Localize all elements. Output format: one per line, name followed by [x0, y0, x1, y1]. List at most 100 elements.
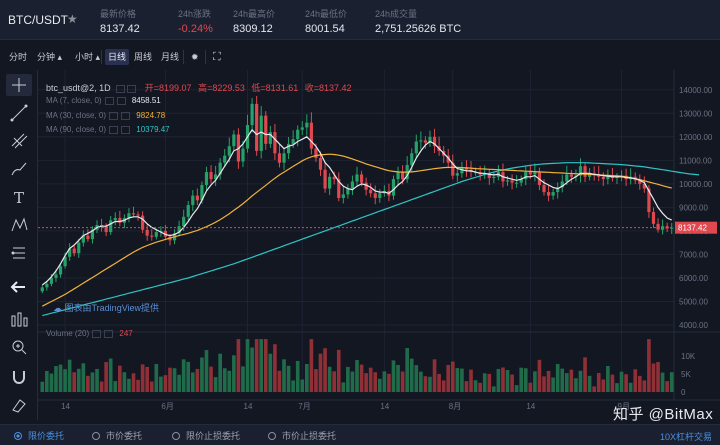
- volume-bar: [482, 373, 487, 392]
- volume-bar: [373, 372, 378, 392]
- volume-bar: [542, 376, 546, 392]
- stat-volume: 24h成交量 2,751.25626 BTC: [375, 9, 462, 35]
- volume-bar: [510, 374, 514, 392]
- back-arrow-icon[interactable]: [6, 276, 32, 298]
- volume-bar: [72, 372, 77, 392]
- candle-body: [90, 229, 95, 240]
- star-icon[interactable]: ★: [67, 12, 78, 26]
- volume-bar: [172, 368, 177, 392]
- tab-stop-market-order[interactable]: 市价止损委托: [268, 429, 336, 442]
- x-tick-label: 14: [526, 402, 535, 411]
- volume-bar: [40, 381, 45, 392]
- tradingview-credit[interactable]: ☁ 图表由TradingView提供: [53, 303, 160, 313]
- volume-bar: [419, 371, 423, 392]
- ma90-line: [42, 162, 700, 317]
- volume-bar: [213, 377, 218, 392]
- measure-icon[interactable]: [6, 242, 32, 264]
- candle-body: [54, 274, 58, 278]
- pair-title[interactable]: BTC/USDT: [8, 13, 68, 27]
- leverage-link[interactable]: 10X杠杆交易: [659, 432, 712, 442]
- candle-body: [309, 122, 313, 149]
- price-chart[interactable]: 14000.00 13000.00 12000.00 11000.00 10000.00…: [38, 70, 720, 423]
- candle-body: [578, 166, 583, 176]
- pattern-icon[interactable]: [6, 214, 32, 236]
- volume-bar: [350, 371, 355, 392]
- volume-bar: [250, 347, 254, 392]
- volume-bar: [54, 366, 58, 392]
- candle-body: [364, 182, 368, 190]
- gear-icon[interactable]: ✹: [191, 52, 199, 62]
- candle-body: [510, 180, 514, 183]
- volume-bar: [227, 370, 232, 392]
- candle-body: [524, 172, 528, 180]
- volume-bar: [336, 349, 341, 392]
- x-tick-label: 8月: [449, 402, 461, 411]
- volume-bar: [300, 379, 305, 392]
- price-tick-label: 4000.00: [679, 321, 708, 330]
- volume-bar: [122, 372, 127, 392]
- volume-bar: [99, 381, 104, 392]
- volume-bar: [314, 369, 318, 392]
- interval-timeline[interactable]: 分时: [9, 52, 28, 62]
- candle-body: [200, 185, 204, 201]
- candlestick-chart[interactable]: 14000.00 13000.00 12000.00 11000.00 10000.00…: [38, 70, 720, 420]
- candle-body: [378, 193, 382, 198]
- stat-low: 24h最低价 8001.54: [305, 9, 348, 35]
- fullscreen-icon[interactable]: ⛶: [213, 51, 221, 63]
- interval-month[interactable]: 月线: [161, 52, 180, 62]
- volume-bar: [528, 382, 533, 392]
- volume-bar: [90, 372, 95, 392]
- volume-bar: [263, 339, 268, 392]
- tab-stop-limit-order[interactable]: 限价止损委托: [172, 429, 240, 442]
- volume-bar: [619, 371, 624, 392]
- volume-bar: [501, 367, 505, 392]
- trend-line-icon[interactable]: [6, 102, 32, 124]
- candle-body: [446, 155, 450, 163]
- eraser-icon[interactable]: [6, 394, 32, 416]
- volume-bar: [633, 369, 638, 392]
- indicator-icon[interactable]: [6, 308, 32, 330]
- brush-icon[interactable]: [6, 158, 32, 180]
- interval-hour[interactable]: 小时 ▴: [75, 52, 101, 62]
- tab-limit-order[interactable]: 限价委托: [14, 429, 64, 442]
- candle-body: [49, 277, 53, 284]
- volume-bar: [423, 376, 428, 392]
- fib-icon[interactable]: [6, 130, 32, 152]
- interval-minute[interactable]: 分钟 ▴: [37, 52, 63, 62]
- tab-market-order[interactable]: 市价委托: [92, 429, 142, 442]
- candle-body: [259, 115, 263, 151]
- text-icon[interactable]: T: [6, 186, 32, 208]
- volume-bar: [273, 344, 277, 392]
- candle-body: [45, 283, 49, 288]
- candle-body: [588, 173, 592, 177]
- candle-body: [218, 162, 222, 175]
- candle-body: [346, 188, 350, 195]
- candle-body: [464, 167, 469, 170]
- candle-body: [533, 172, 537, 175]
- volume-bar: [651, 363, 656, 392]
- volume-bar: [177, 374, 181, 392]
- candle-body: [487, 173, 491, 178]
- candle-body: [419, 140, 423, 142]
- candle-body: [118, 217, 122, 223]
- candle-body: [154, 232, 158, 237]
- candle-body: [277, 153, 282, 163]
- volume-bar: [309, 339, 314, 392]
- candle-body: [359, 174, 364, 183]
- volume-bar: [405, 348, 409, 392]
- zoom-icon[interactable]: [6, 336, 32, 358]
- interval-day[interactable]: 日线: [105, 49, 130, 65]
- volume-bar: [355, 360, 359, 392]
- candle-body: [68, 248, 72, 257]
- volume-bar: [428, 376, 432, 392]
- candle-body: [282, 153, 286, 163]
- last-price-label: 8137.42: [678, 224, 707, 233]
- volume-bar: [409, 358, 414, 392]
- magnet-icon[interactable]: [6, 366, 32, 388]
- interval-week[interactable]: 周线: [134, 52, 153, 62]
- volume-bar: [277, 370, 282, 392]
- crosshair-icon[interactable]: [6, 74, 32, 96]
- candle-body: [560, 181, 564, 188]
- volume-bar: [341, 382, 346, 392]
- candle-body: [58, 266, 63, 275]
